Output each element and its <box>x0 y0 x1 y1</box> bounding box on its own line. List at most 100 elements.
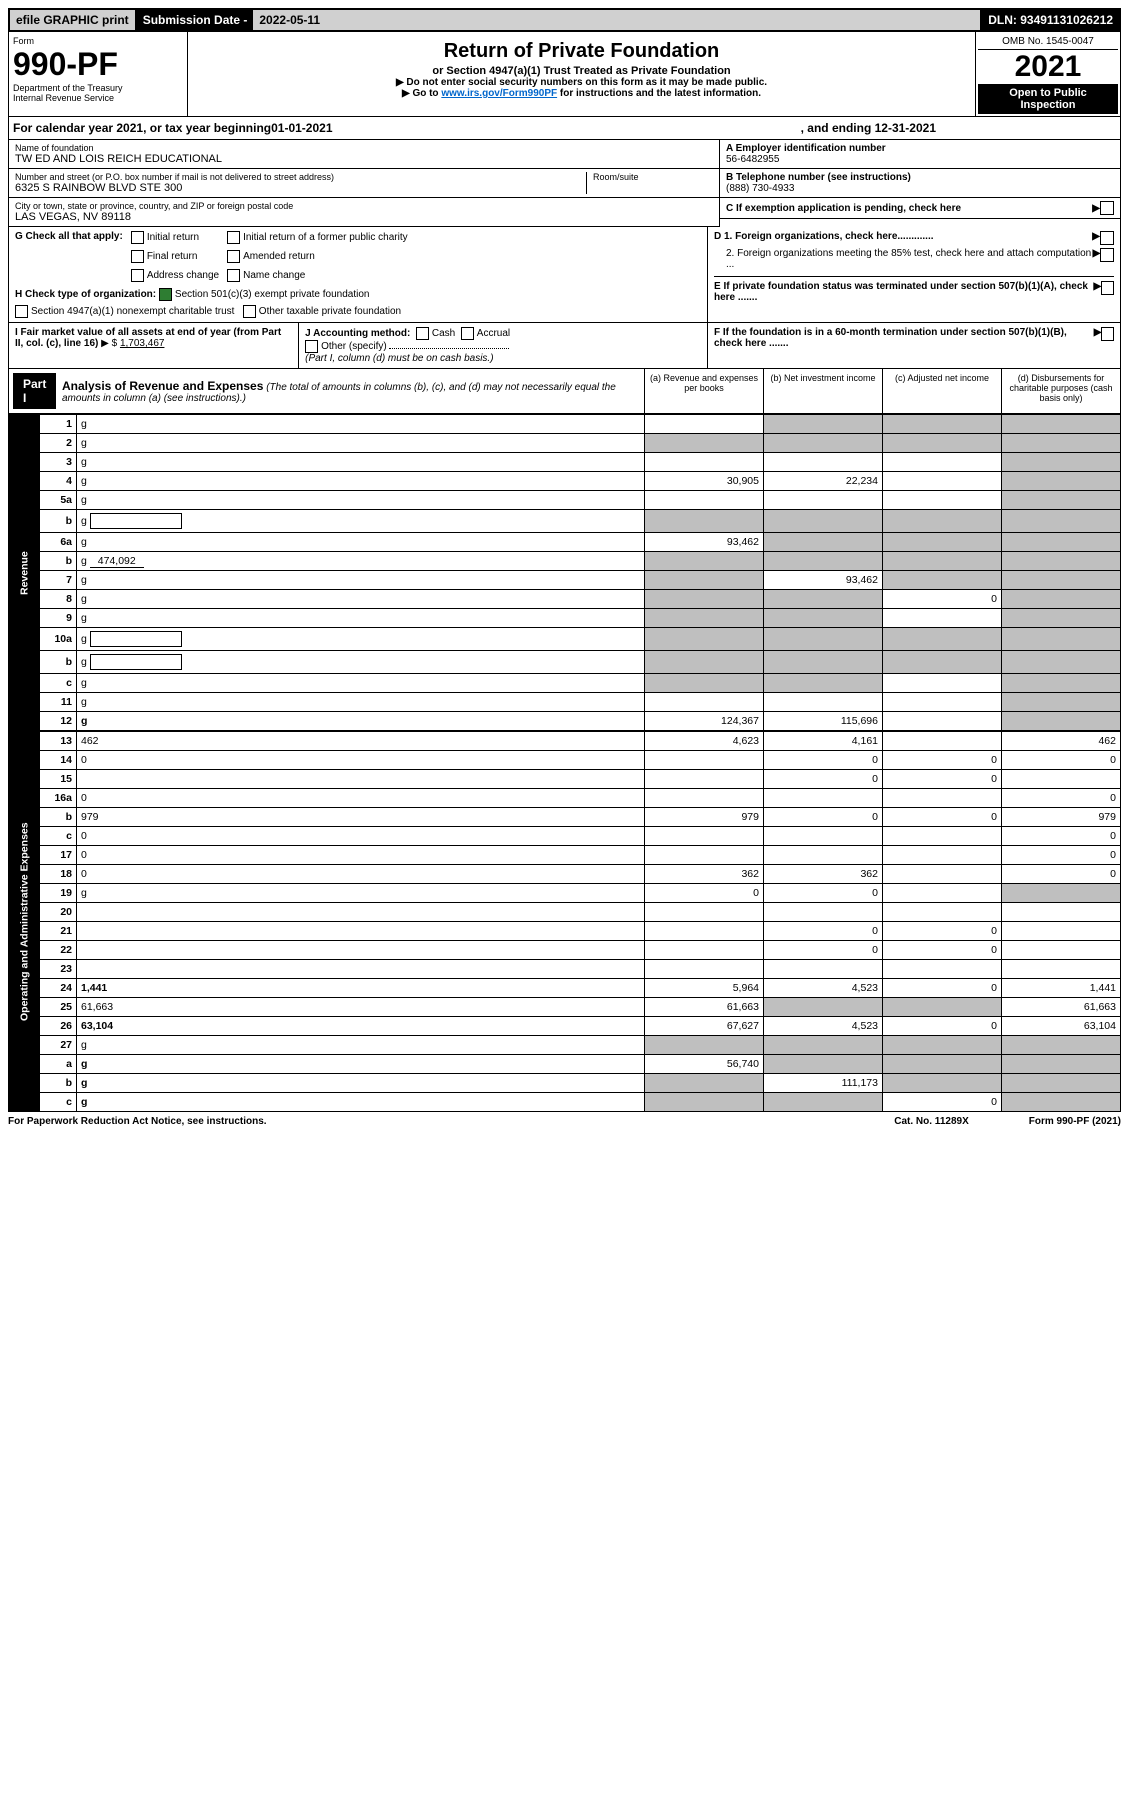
e-checkbox[interactable] <box>1101 281 1114 295</box>
amount-cell <box>883 789 1002 808</box>
h-other-taxable-checkbox[interactable] <box>243 305 256 318</box>
line-number: b <box>40 808 77 827</box>
amount-cell <box>883 827 1002 846</box>
j-note: (Part I, column (d) must be on cash basi… <box>305 353 493 364</box>
part1-header: Part I Analysis of Revenue and Expenses … <box>8 369 1121 414</box>
irs-link[interactable]: www.irs.gov/Form990PF <box>441 88 557 99</box>
h-4947-checkbox[interactable] <box>15 305 28 318</box>
amount-cell <box>1002 628 1121 651</box>
amount-cell <box>1002 472 1121 491</box>
amount-cell <box>764 693 883 712</box>
exemption-checkbox[interactable] <box>1100 201 1114 215</box>
f-checkbox[interactable] <box>1101 327 1114 341</box>
omb-number: OMB No. 1545-0047 <box>978 34 1118 50</box>
amount-cell <box>645 827 764 846</box>
amount-cell <box>764 415 883 434</box>
amount-cell: 0 <box>883 1017 1002 1036</box>
line-description: g <box>77 472 645 491</box>
amount-cell <box>645 922 764 941</box>
amount-cell <box>883 1055 1002 1074</box>
g-amended-return-checkbox[interactable] <box>227 250 240 263</box>
amount-cell <box>764 491 883 510</box>
amount-cell: 61,663 <box>645 998 764 1017</box>
amount-cell <box>883 1036 1002 1055</box>
line-number: 6a <box>40 533 77 552</box>
line-description <box>77 941 645 960</box>
line-number: 7 <box>40 571 77 590</box>
amount-cell: 979 <box>645 808 764 827</box>
amount-cell <box>1002 884 1121 903</box>
h-501c3-checkbox[interactable] <box>159 288 172 301</box>
amount-cell <box>764 510 883 533</box>
amount-cell: 0 <box>883 770 1002 789</box>
footer-mid: Cat. No. 11289X <box>894 1116 968 1127</box>
amount-cell: 0 <box>764 751 883 770</box>
line-description: g <box>77 453 645 472</box>
line-number: 18 <box>40 865 77 884</box>
table-row: 5ag <box>9 491 1121 510</box>
amount-cell <box>883 1074 1002 1093</box>
amount-cell <box>645 590 764 609</box>
table-row: cg <box>9 674 1121 693</box>
table-row: 6ag93,462 <box>9 533 1121 552</box>
amount-cell <box>883 674 1002 693</box>
amount-cell <box>764 651 883 674</box>
form-title-block: Return of Private Foundation or Section … <box>188 32 975 116</box>
amount-cell <box>883 552 1002 571</box>
line-description <box>77 770 645 789</box>
table-row: 1803623620 <box>9 865 1121 884</box>
table-row: 2561,66361,66361,663 <box>9 998 1121 1017</box>
amount-cell <box>645 960 764 979</box>
amount-cell <box>645 674 764 693</box>
amount-cell <box>764 960 883 979</box>
j-other-checkbox[interactable] <box>305 340 318 353</box>
amount-cell: 61,663 <box>1002 998 1121 1017</box>
amount-cell: 5,964 <box>645 979 764 998</box>
line-description: 1,441 <box>77 979 645 998</box>
line-number: 16a <box>40 789 77 808</box>
d2-checkbox[interactable] <box>1100 248 1114 262</box>
g-initial-return-checkbox[interactable] <box>131 231 144 244</box>
line-description: g <box>77 609 645 628</box>
amount-cell: 93,462 <box>764 571 883 590</box>
amount-cell <box>764 1055 883 1074</box>
g-initial-former-checkbox[interactable] <box>227 231 240 244</box>
line-description: g <box>77 590 645 609</box>
amount-cell <box>764 846 883 865</box>
j-cash-checkbox[interactable] <box>416 327 429 340</box>
amount-cell <box>645 693 764 712</box>
g-address-change-checkbox[interactable] <box>131 269 144 282</box>
form-instruction-1: ▶ Do not enter social security numbers o… <box>194 77 969 88</box>
line-description <box>77 903 645 922</box>
line-number: 5a <box>40 491 77 510</box>
amount-cell <box>883 732 1002 751</box>
foundation-name: TW ED AND LOIS REICH EDUCATIONAL <box>15 153 713 165</box>
table-row: 12g124,367115,696 <box>9 712 1121 731</box>
footer: For Paperwork Reduction Act Notice, see … <box>8 1112 1121 1127</box>
line-number: 17 <box>40 846 77 865</box>
amount-cell <box>883 712 1002 731</box>
d1-checkbox[interactable] <box>1100 231 1114 245</box>
ein-value: 56-6482955 <box>726 154 1114 165</box>
form-header: Form 990-PF Department of the Treasury I… <box>8 32 1121 117</box>
d1-label: D 1. Foreign organizations, check here..… <box>714 231 934 245</box>
table-row: ag56,740 <box>9 1055 1121 1074</box>
line-description <box>77 960 645 979</box>
table-row: 11g <box>9 693 1121 712</box>
g-name-change-checkbox[interactable] <box>227 269 240 282</box>
line-number: 22 <box>40 941 77 960</box>
j-accrual-checkbox[interactable] <box>461 327 474 340</box>
table-row: 8g0 <box>9 590 1121 609</box>
amount-cell: 0 <box>1002 827 1121 846</box>
table-row: 7g93,462 <box>9 571 1121 590</box>
amount-cell <box>1002 609 1121 628</box>
amount-cell <box>764 1036 883 1055</box>
amount-cell <box>764 674 883 693</box>
amount-cell: 56,740 <box>645 1055 764 1074</box>
g-final-return-checkbox[interactable] <box>131 250 144 263</box>
amount-cell <box>1002 552 1121 571</box>
amount-cell <box>1002 1055 1121 1074</box>
table-row: 27g <box>9 1036 1121 1055</box>
form-number: 990-PF <box>13 46 183 83</box>
amount-cell <box>764 789 883 808</box>
